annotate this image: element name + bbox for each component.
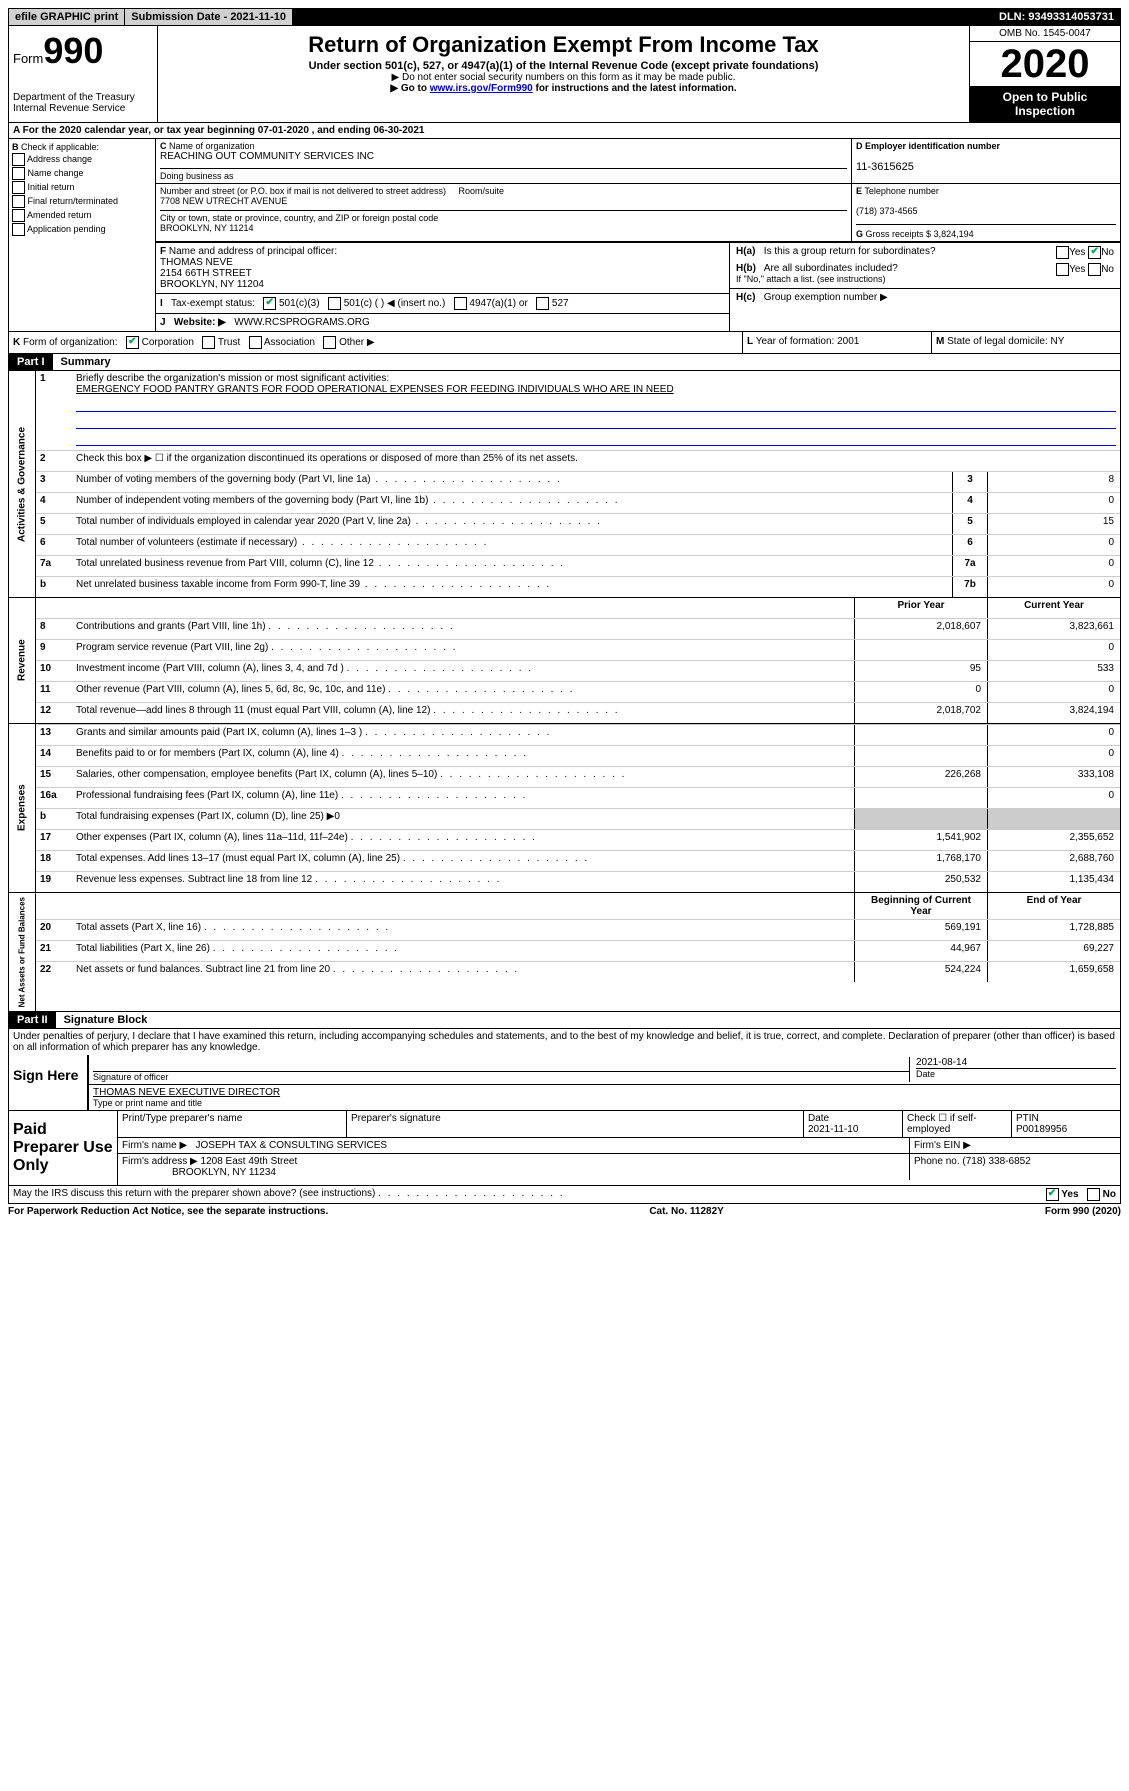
open-public: Open to Public Inspection xyxy=(970,86,1120,122)
line-21: 21 Total liabilities (Part X, line 26) 4… xyxy=(36,940,1120,961)
info-grid: B Check if applicable: Address change Na… xyxy=(8,139,1121,332)
mission-text: EMERGENCY FOOD PANTRY GRANTS FOR FOOD OP… xyxy=(76,384,674,395)
dept-label: Department of the Treasury Internal Reve… xyxy=(13,92,153,114)
form-title: Return of Organization Exempt From Incom… xyxy=(166,32,961,58)
line-5: 5 Total number of individuals employed i… xyxy=(36,513,1120,534)
sign-here: Sign Here xyxy=(9,1055,89,1110)
omb-number: OMB No. 1545-0047 xyxy=(970,26,1120,42)
website: WWW.RCSPROGRAMS.ORG xyxy=(234,317,370,328)
side-governance: Activities & Governance xyxy=(9,371,36,597)
discuss-row: May the IRS discuss this return with the… xyxy=(8,1186,1121,1204)
line-3: 3 Number of voting members of the govern… xyxy=(36,471,1120,492)
section-b: B Check if applicable: Address change Na… xyxy=(9,139,156,331)
side-expenses: Expenses xyxy=(9,724,36,892)
paid-preparer-label: Paid Preparer Use Only xyxy=(9,1111,118,1185)
corp-checkbox[interactable] xyxy=(126,336,139,349)
discuss-yes[interactable] xyxy=(1046,1188,1059,1201)
irs-link[interactable]: www.irs.gov/Form990 xyxy=(430,83,533,94)
org-city: BROOKLYN, NY 11214 xyxy=(160,223,254,233)
ein: 11-3615625 xyxy=(856,161,914,173)
officer-name: THOMAS NEVE xyxy=(160,257,233,268)
line-8: 8 Contributions and grants (Part VIII, l… xyxy=(36,618,1120,639)
dln: DLN: 93493314053731 xyxy=(993,9,1120,25)
line-6: 6 Total number of volunteers (estimate i… xyxy=(36,534,1120,555)
form-header: Form990 Department of the Treasury Inter… xyxy=(8,26,1121,123)
line-16a: 16a Professional fundraising fees (Part … xyxy=(36,787,1120,808)
line-22: 22 Net assets or fund balances. Subtract… xyxy=(36,961,1120,982)
phone: (718) 373-4565 xyxy=(856,206,918,216)
side-netassets: Net Assets or Fund Balances xyxy=(9,893,36,1011)
line-13: 13 Grants and similar amounts paid (Part… xyxy=(36,724,1120,745)
perjury-text: Under penalties of perjury, I declare th… xyxy=(9,1029,1120,1055)
side-revenue: Revenue xyxy=(9,598,36,723)
officer-sig-name: THOMAS NEVE EXECUTIVE DIRECTOR xyxy=(93,1087,280,1098)
top-bar: efile GRAPHIC print Submission Date - 20… xyxy=(8,8,1121,26)
submission-date: Submission Date - 2021-11-10 xyxy=(125,9,293,25)
line-15: 15 Salaries, other compensation, employe… xyxy=(36,766,1120,787)
line-4: 4 Number of independent voting members o… xyxy=(36,492,1120,513)
line-k: K Form of organization: Corporation Trus… xyxy=(8,332,1121,354)
line-19: 19 Revenue less expenses. Subtract line … xyxy=(36,871,1120,892)
part1-header: Part I Summary xyxy=(8,354,1121,371)
form-number: Form990 xyxy=(13,30,153,72)
line-b: b Total fundraising expenses (Part IX, c… xyxy=(36,808,1120,829)
line-7a: 7a Total unrelated business revenue from… xyxy=(36,555,1120,576)
ha-no[interactable] xyxy=(1088,246,1101,259)
part2-header: Part II Signature Block xyxy=(8,1012,1121,1029)
footer: For Paperwork Reduction Act Notice, see … xyxy=(8,1204,1121,1219)
line-b: b Net unrelated business taxable income … xyxy=(36,576,1120,597)
501c3-checkbox[interactable] xyxy=(263,297,276,310)
line-10: 10 Investment income (Part VIII, column … xyxy=(36,660,1120,681)
ptin: P00189956 xyxy=(1016,1124,1067,1135)
line-9: 9 Program service revenue (Part VIII, li… xyxy=(36,639,1120,660)
firm-name: JOSEPH TAX & CONSULTING SERVICES xyxy=(196,1140,388,1151)
form-subtitle: Under section 501(c), 527, or 4947(a)(1)… xyxy=(166,60,961,72)
line-17: 17 Other expenses (Part IX, column (A), … xyxy=(36,829,1120,850)
efile-label[interactable]: efile GRAPHIC print xyxy=(9,9,125,25)
gross-receipts: 3,824,194 xyxy=(934,229,974,239)
line-18: 18 Total expenses. Add lines 13–17 (must… xyxy=(36,850,1120,871)
tax-year: 2020 xyxy=(970,42,1120,86)
line-11: 11 Other revenue (Part VIII, column (A),… xyxy=(36,681,1120,702)
note-ssn: ▶ Do not enter social security numbers o… xyxy=(166,72,961,83)
line-12: 12 Total revenue—add lines 8 through 11 … xyxy=(36,702,1120,723)
line-2: 2 Check this box ▶ ☐ if the organization… xyxy=(36,450,1120,471)
note-link: ▶ Go to www.irs.gov/Form990 for instruct… xyxy=(166,83,961,94)
line-a: A For the 2020 calendar year, or tax yea… xyxy=(8,123,1121,139)
org-name: REACHING OUT COMMUNITY SERVICES INC xyxy=(160,151,374,162)
org-address: 7708 NEW UTRECHT AVENUE xyxy=(160,196,287,206)
line-20: 20 Total assets (Part X, line 16) 569,19… xyxy=(36,919,1120,940)
sign-date: 2021-08-14 xyxy=(916,1057,967,1068)
prep-phone: (718) 338-6852 xyxy=(962,1156,1030,1167)
line-14: 14 Benefits paid to or for members (Part… xyxy=(36,745,1120,766)
